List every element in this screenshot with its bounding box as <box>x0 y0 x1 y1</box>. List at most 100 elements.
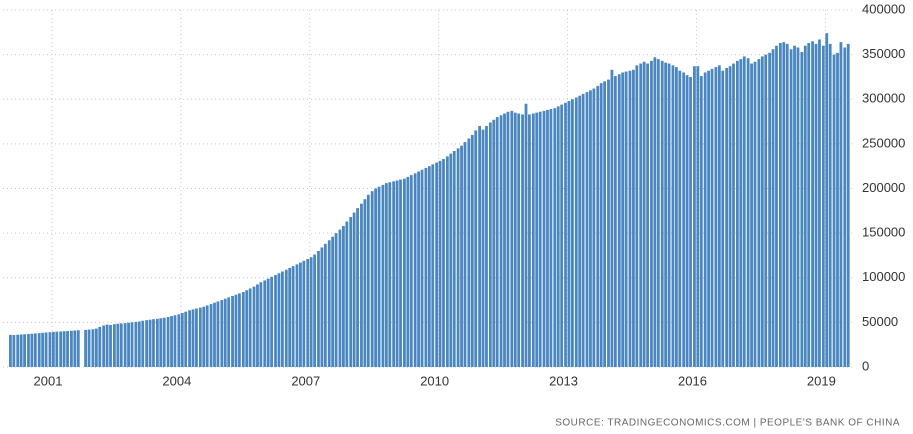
bar <box>417 171 420 367</box>
bar <box>284 269 288 367</box>
bar <box>750 63 753 368</box>
bar <box>506 111 510 368</box>
x-tick-label: 2010 <box>420 373 449 388</box>
bar <box>495 117 499 367</box>
bar <box>481 129 485 367</box>
bar <box>624 71 628 368</box>
bar <box>159 318 163 367</box>
bar <box>62 331 66 367</box>
bar <box>664 62 668 367</box>
bar <box>560 104 564 367</box>
bar <box>413 173 417 367</box>
bar <box>173 315 177 367</box>
bar <box>760 56 764 367</box>
x-tick-label: 2007 <box>291 373 320 388</box>
bar <box>463 142 467 367</box>
bar <box>280 271 284 367</box>
bar <box>642 61 646 367</box>
bar <box>381 184 385 367</box>
bar <box>320 247 324 367</box>
bar <box>660 60 664 368</box>
bar <box>306 259 310 367</box>
bar <box>546 109 549 368</box>
bar <box>245 290 249 367</box>
bar <box>70 330 73 367</box>
bar <box>87 329 91 367</box>
bar <box>696 66 700 367</box>
bar <box>431 164 435 367</box>
bar <box>793 45 796 367</box>
bar <box>119 323 123 367</box>
bar <box>685 75 689 367</box>
bar <box>66 331 69 367</box>
bar <box>302 260 306 367</box>
bar <box>27 333 30 367</box>
bar <box>220 300 224 367</box>
bar <box>596 85 600 368</box>
bar <box>59 331 63 367</box>
x-tick-label: 2016 <box>678 373 707 388</box>
bar <box>789 49 793 368</box>
bar <box>628 70 632 367</box>
bar <box>134 321 138 367</box>
bar <box>775 45 778 367</box>
bar <box>699 76 703 368</box>
bar <box>162 317 166 367</box>
bar <box>492 119 496 367</box>
bar <box>517 113 521 367</box>
bar <box>818 39 821 367</box>
bar <box>392 181 396 367</box>
bar <box>556 106 560 367</box>
bar <box>127 322 130 367</box>
bar <box>44 332 48 367</box>
bar <box>474 130 478 367</box>
bar <box>155 318 159 367</box>
bar <box>828 43 832 367</box>
bar <box>703 72 707 367</box>
bar <box>603 81 607 368</box>
bar <box>564 102 567 367</box>
x-tick-label: 2004 <box>162 373 191 388</box>
bar <box>456 148 460 367</box>
bar <box>291 266 295 367</box>
bar <box>277 273 281 367</box>
bar <box>55 331 59 367</box>
bar <box>152 319 155 367</box>
bar <box>639 63 643 368</box>
bar <box>288 267 292 367</box>
bar <box>635 65 639 368</box>
bar <box>538 111 542 368</box>
bar <box>48 332 52 367</box>
bar <box>488 122 492 367</box>
bar <box>610 69 614 368</box>
bar <box>370 191 374 367</box>
bar <box>73 330 77 367</box>
bar <box>409 175 413 367</box>
bar <box>757 59 761 368</box>
bar <box>360 203 363 367</box>
bar <box>832 54 836 367</box>
bar <box>349 217 353 367</box>
bar <box>191 309 195 367</box>
source-note: SOURCE: TRADINGECONOMICS.COM | PEOPLE'S … <box>555 418 900 429</box>
bar <box>41 332 45 367</box>
bar <box>574 97 578 367</box>
bar <box>746 58 750 367</box>
x-tick-label: 2001 <box>34 373 63 388</box>
bar <box>707 70 710 367</box>
bar <box>452 151 456 367</box>
bar <box>814 43 818 367</box>
bar <box>578 95 582 368</box>
bar <box>510 110 514 367</box>
bar <box>141 320 145 367</box>
bar <box>735 60 739 368</box>
bar <box>130 322 134 367</box>
bar <box>388 182 392 367</box>
bar <box>112 324 116 367</box>
bar <box>739 59 743 368</box>
bar <box>435 162 439 367</box>
bar <box>721 70 725 367</box>
bar <box>102 325 106 367</box>
bar <box>478 126 481 368</box>
bar <box>589 90 592 367</box>
